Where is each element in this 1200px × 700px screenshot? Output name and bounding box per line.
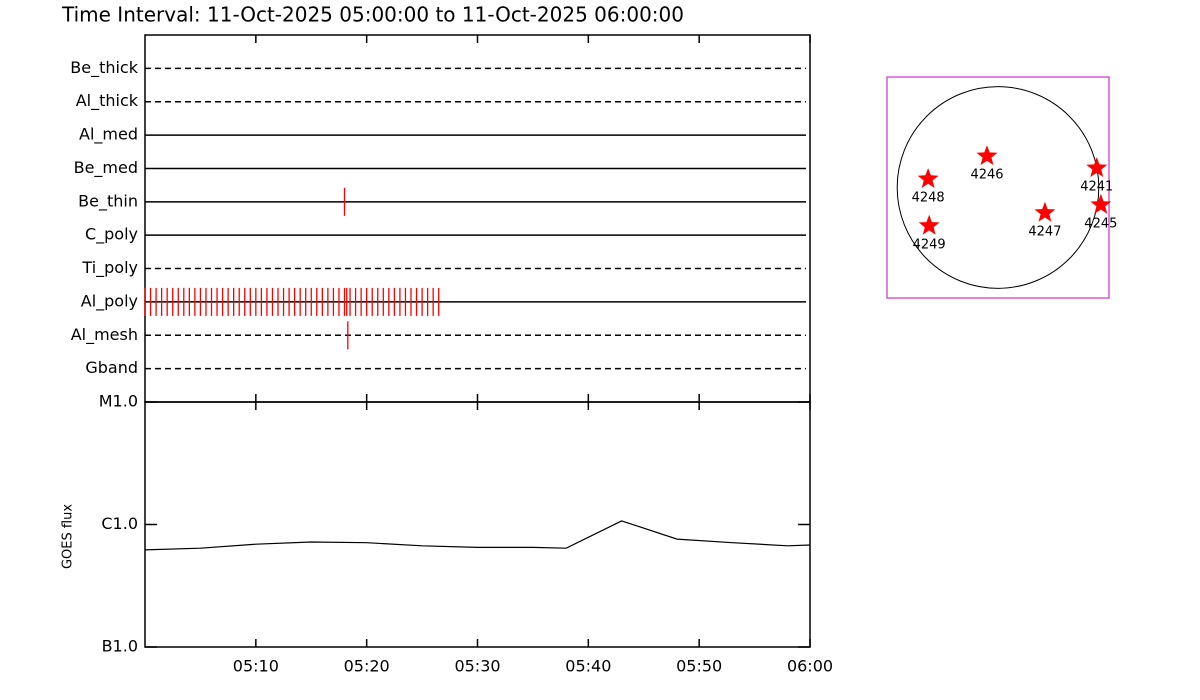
x-tick-label: 06:00 [787,657,833,676]
y-tick-label: B1.0 [102,637,138,656]
x-tick-label: 05:50 [676,657,722,676]
x-tick-label: 05:40 [565,657,611,676]
row-label: Al_thick [76,91,139,111]
region-label: 4248 [912,191,945,206]
panel-frame [144,34,811,403]
map-frame [886,76,1110,299]
active-region [1086,157,1108,177]
active-region [1090,193,1112,214]
panel-frame [144,401,811,648]
row-label: C_poly [85,225,138,245]
y-tick-label: C1.0 [101,514,138,533]
active-region [918,214,940,235]
row-label: Be_thin [78,191,138,211]
x-tick-label: 05:20 [344,657,390,676]
x-tick-label: 05:10 [233,657,279,676]
active-region [1034,201,1056,222]
row-label: Al_mesh [71,325,138,345]
flux-line [144,520,811,551]
active-region [917,168,939,188]
chart-title: Time Interval: 11-Oct-2025 05:00:00 to 1… [61,3,684,27]
active-region [976,145,998,166]
row-label: Ti_poly [81,258,138,278]
region-label: 4246 [970,168,1003,183]
region-label: 4241 [1080,180,1113,195]
region-label: 4245 [1084,216,1117,231]
row-label: Be_thick [70,58,138,78]
solar-disk [896,86,1100,289]
region-label: 4249 [913,237,946,252]
row-label: Al_poly [81,291,138,311]
row-label: Al_med [79,125,138,145]
region-label: 4247 [1028,224,1061,239]
row-label: Gband [85,358,138,377]
x-tick-label: 05:30 [454,657,500,676]
row-label: Be_med [74,158,138,178]
y-tick-label: M1.0 [99,392,138,411]
y-axis-label: GOES flux [61,504,76,569]
